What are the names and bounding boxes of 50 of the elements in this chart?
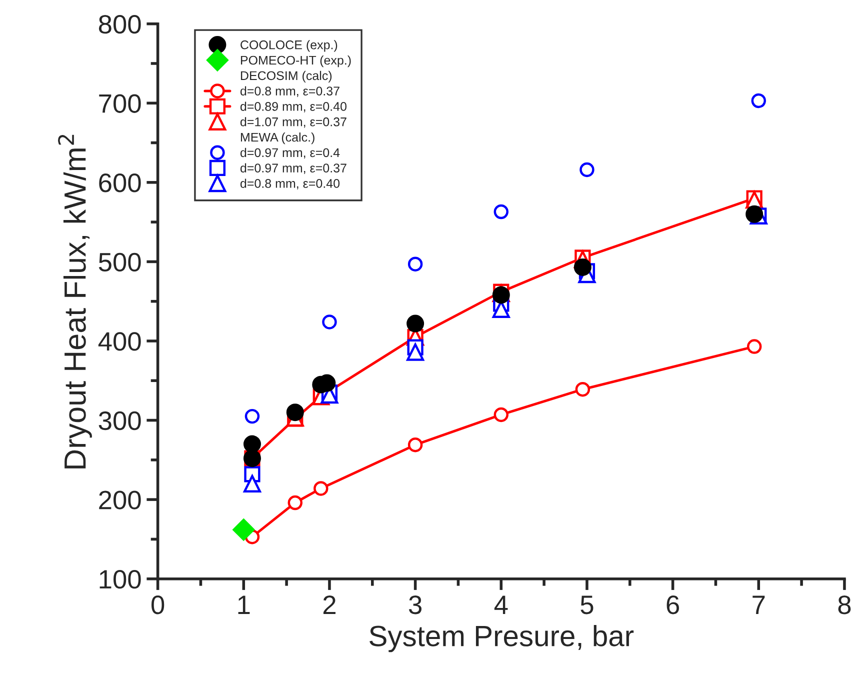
- legend-label: d=0.97 mm, ε=0.4: [240, 148, 340, 159]
- legend-label: POMECO-HT (exp.): [240, 55, 351, 68]
- x-axis-title: System Presure, bar: [370, 624, 634, 652]
- point: [746, 205, 764, 223]
- annotation: DECOSIM (calc): [240, 70, 332, 83]
- legend-label: d=0.89 mm, ε=0.40: [240, 102, 346, 112]
- point: [751, 93, 766, 108]
- y-tick-label: 400: [98, 332, 141, 351]
- point: [408, 437, 423, 452]
- point: [322, 314, 337, 330]
- point: [575, 382, 590, 397]
- y-tick-label: 300: [98, 411, 141, 430]
- point: [314, 481, 328, 496]
- x-tick-label: 5: [580, 596, 594, 614]
- y-tick-label: 200: [99, 490, 141, 510]
- point: [244, 408, 260, 424]
- point: [232, 518, 255, 541]
- point: [243, 474, 261, 492]
- y-tick-label: 500: [98, 252, 141, 272]
- y-tick-label: 800: [98, 14, 141, 34]
- y-axis-title: Dryout Heat Flux, kW/m$^{2}$: [58, 134, 92, 468]
- legend-label: COOLOCE (exp.): [240, 40, 338, 52]
- point: [243, 435, 261, 453]
- x-tick-label: 7: [752, 596, 765, 614]
- annotation: MEWA (calc.): [240, 132, 314, 144]
- point: [406, 343, 424, 361]
- x-tick-label: 8: [838, 596, 851, 614]
- point: [494, 407, 508, 422]
- point: [286, 404, 304, 422]
- point: [494, 204, 508, 220]
- y-tick-label: 600: [99, 174, 141, 192]
- x-tick-label: 4: [494, 596, 508, 614]
- x-tick-label: 2: [323, 596, 336, 614]
- x-tick-label: 1: [238, 596, 250, 614]
- point: [492, 286, 510, 304]
- point: [406, 314, 424, 332]
- point: [574, 258, 592, 276]
- legend-label: d=0.8 mm, ε=0.40: [240, 178, 340, 190]
- point: [288, 495, 302, 510]
- legend-label: d=0.8 mm, ε=0.37: [240, 86, 340, 97]
- point: [746, 339, 762, 354]
- y-tick-label: 100: [100, 570, 141, 589]
- x-tick-label: 6: [666, 596, 679, 614]
- x-tick-label: 0: [152, 596, 164, 614]
- legend-label: d=1.07 mm, ε=0.37: [240, 117, 346, 128]
- x-tick-label: 3: [408, 596, 422, 614]
- y-tick-label: 700: [99, 94, 141, 113]
- legend-label: d=0.97 mm, ε=0.37: [240, 163, 346, 174]
- point: [408, 256, 423, 272]
- point: [580, 162, 594, 178]
